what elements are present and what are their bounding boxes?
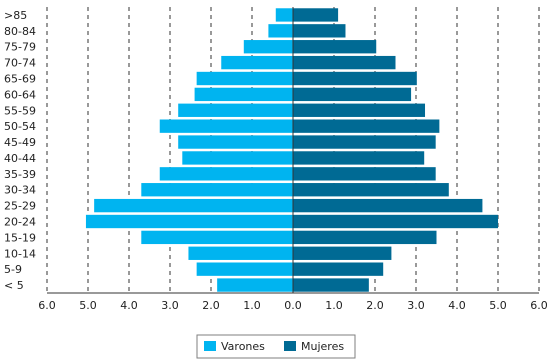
bar-mujeres	[293, 246, 392, 260]
bar-mujeres	[293, 40, 377, 54]
category-label: 40-44	[4, 152, 36, 165]
category-label: 80-84	[4, 25, 36, 38]
legend: Varones Mujeres	[196, 334, 356, 359]
bar-mujeres	[293, 230, 437, 245]
bar-mujeres	[293, 24, 346, 38]
bar-mujeres	[293, 183, 449, 197]
bar-mujeres	[293, 262, 384, 276]
category-label: 45-49	[4, 136, 36, 149]
legend-label-mujeres: Mujeres	[301, 340, 344, 353]
bar-mujeres	[293, 8, 339, 22]
bar-mujeres	[293, 167, 436, 181]
bar-varones	[275, 8, 293, 22]
x-tick-label: 1.0	[325, 299, 343, 312]
category-label: 55-59	[4, 104, 36, 117]
x-tick-label: 6.0	[38, 299, 56, 312]
bar-varones	[221, 55, 293, 70]
bar-mujeres	[293, 278, 369, 292]
bar-varones	[196, 262, 293, 276]
bar-varones	[243, 40, 293, 54]
bar-varones	[217, 278, 293, 292]
category-label: < 5	[4, 279, 24, 292]
x-tick-label: 4.0	[448, 299, 466, 312]
category-label: 15-19	[4, 231, 36, 244]
bar-varones	[182, 151, 293, 165]
category-label: 65-69	[4, 73, 36, 86]
bar-mujeres	[293, 87, 412, 102]
legend-swatch-varones	[204, 341, 216, 351]
bar-varones	[141, 183, 293, 197]
category-label: 50-54	[4, 120, 36, 133]
bar-mujeres	[293, 214, 498, 229]
category-label: 5-9	[4, 263, 22, 276]
legend-swatch-mujeres	[284, 341, 296, 351]
x-tick-label: 4.0	[120, 299, 138, 312]
axes	[47, 7, 539, 294]
bar-varones	[268, 24, 293, 38]
category-label: 25-29	[4, 200, 36, 213]
bar-mujeres	[293, 151, 425, 165]
category-label: 20-24	[4, 216, 36, 229]
bar-mujeres	[293, 198, 483, 213]
x-tick-label: 2.0	[366, 299, 384, 312]
bar-mujeres	[293, 103, 426, 117]
category-labels: < 5 5-9 10-14 15-19 20-24 25-29 30-34 35-39 40-4…	[4, 9, 36, 292]
bar-varones	[94, 198, 294, 213]
legend-frame	[196, 334, 356, 359]
bar-mujeres	[293, 71, 417, 86]
bar-mujeres	[293, 55, 396, 70]
bar-varones	[188, 246, 293, 260]
category-label: 70-74	[4, 57, 36, 70]
legend-label-varones: Varones	[221, 340, 265, 353]
bar-varones	[196, 71, 293, 86]
category-label: 75-79	[4, 41, 36, 54]
bar-varones	[85, 214, 293, 229]
bar-mujeres	[293, 135, 436, 149]
bars	[85, 8, 498, 292]
bar-varones	[159, 167, 293, 181]
bar-varones	[141, 230, 293, 245]
category-label: 60-64	[4, 88, 36, 101]
bar-varones	[159, 119, 293, 133]
bar-varones	[178, 135, 293, 149]
x-tick-label: 1.0	[243, 299, 261, 312]
x-tick-label: 5.0	[79, 299, 97, 312]
bar-varones	[194, 87, 293, 102]
x-tick-label: 2.0	[202, 299, 220, 312]
x-tick-label: 6.0	[530, 299, 548, 312]
x-tick-label: 0.0	[284, 299, 302, 312]
category-label: 35-39	[4, 168, 36, 181]
bar-mujeres	[293, 119, 440, 133]
category-label: 10-14	[4, 247, 36, 260]
x-tick-labels: 6.0 5.0 4.0 3.0 2.0 1.0 0.0 1.0 2.0 3.0 4.0 5.0 6.0	[38, 299, 548, 312]
category-label: 30-34	[4, 184, 36, 197]
x-tick-label: 5.0	[489, 299, 507, 312]
bar-varones	[178, 103, 293, 117]
x-tick-label: 3.0	[161, 299, 179, 312]
category-label: >85	[4, 9, 27, 22]
x-tick-label: 3.0	[407, 299, 425, 312]
